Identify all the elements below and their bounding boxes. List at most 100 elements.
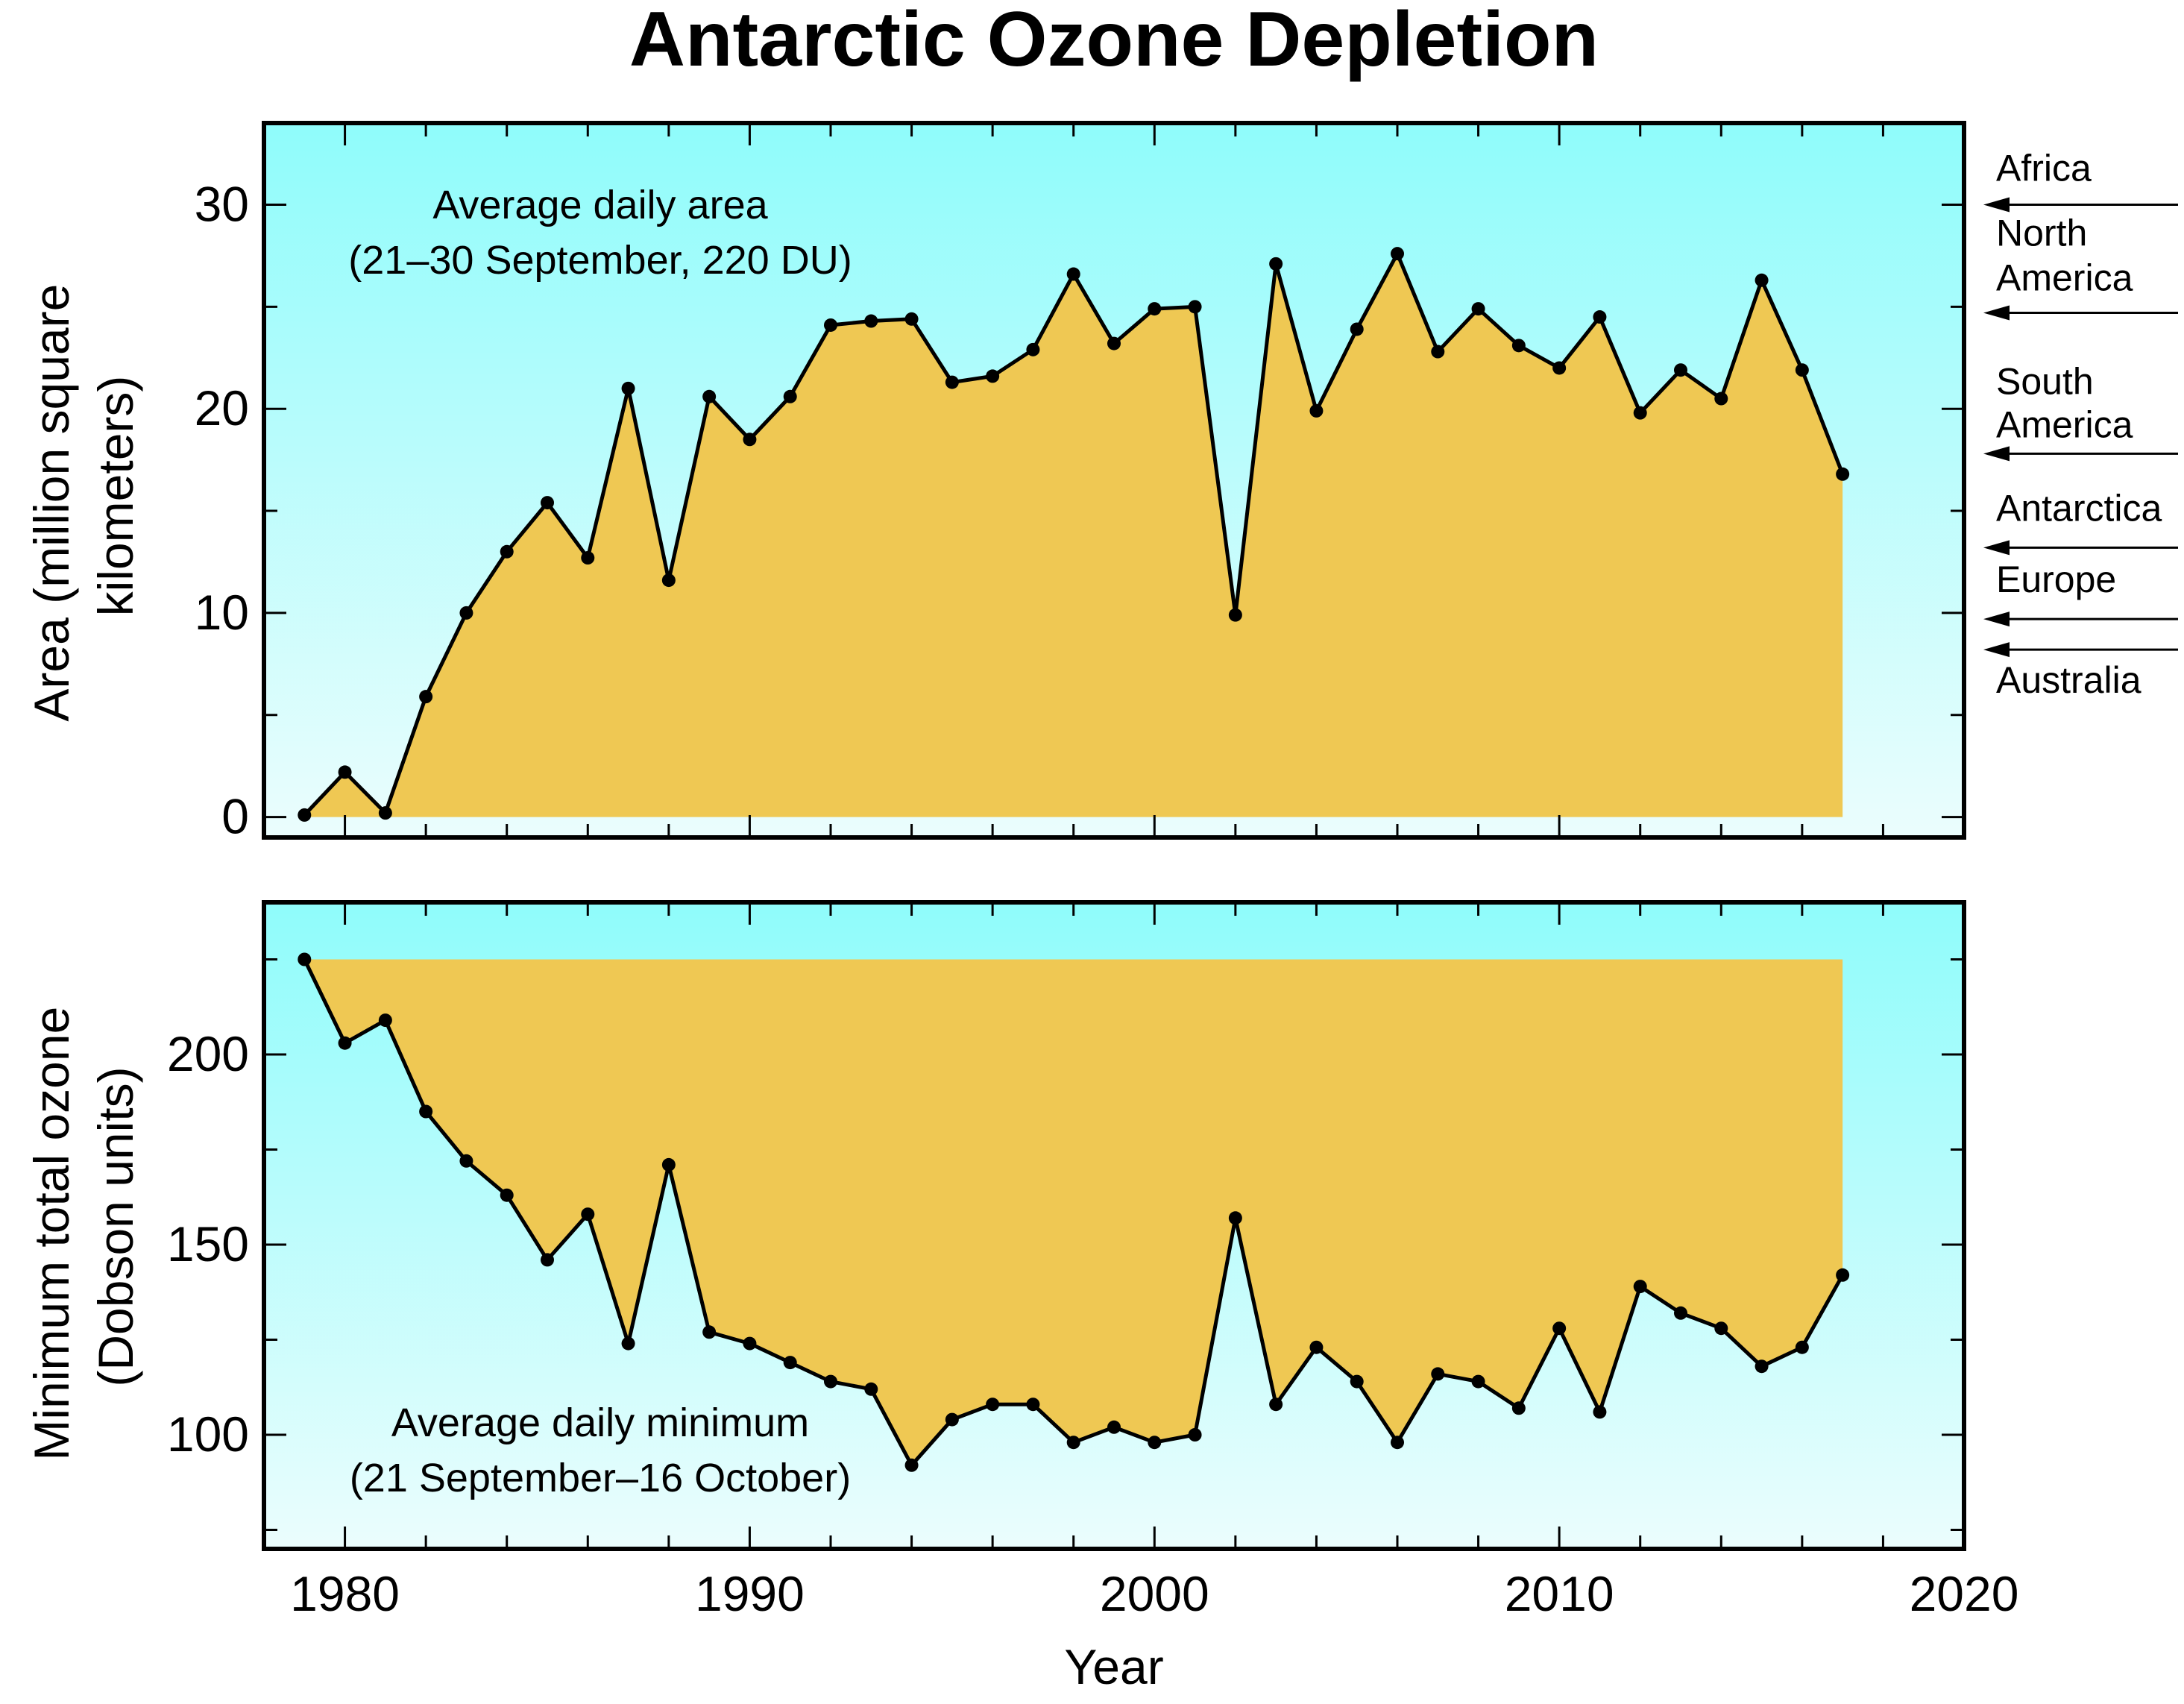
x-tick-label: 2010 <box>1505 1566 1614 1621</box>
ozone-point-1995 <box>945 1412 959 1427</box>
area-point-2000 <box>1148 302 1162 316</box>
ozone-panel: 100 150 200 1980 1990 2000 2010 2020 Average d… <box>24 900 2018 1694</box>
ozone-point-1992 <box>824 1374 837 1389</box>
area-y-axis-label-line2: kilometers) <box>88 376 143 617</box>
reference-label: America <box>1996 257 2133 299</box>
reference-label: America <box>1996 403 2133 445</box>
reference-arrow-head <box>1983 305 2010 321</box>
area-point-2017 <box>1836 467 1850 481</box>
area-point-1984 <box>500 544 514 559</box>
area-point-1990 <box>743 433 757 447</box>
area-point-2003 <box>1269 257 1283 271</box>
chart-title: Antarctic Ozone Depletion <box>629 0 1599 83</box>
ozone-point-1990 <box>743 1336 757 1351</box>
area-point-2001 <box>1188 300 1202 314</box>
ozone-point-1991 <box>783 1356 797 1370</box>
area-y-axis-label-line1: Area (million square <box>24 284 79 722</box>
area-y-axis-label: Area (million square kilometers) <box>24 270 143 721</box>
area-annotation-line1: Average daily area <box>432 183 768 227</box>
area-point-1983 <box>459 606 473 620</box>
area-point-1988 <box>661 573 676 588</box>
area-point-2010 <box>1552 361 1567 375</box>
ozone-point-2002 <box>1228 1211 1242 1225</box>
area-point-1995 <box>945 375 959 389</box>
area-annotation-line2: (21–30 September, 220 DU) <box>348 238 852 283</box>
area-point-1989 <box>702 389 717 403</box>
ozone-point-1998 <box>1066 1436 1080 1450</box>
ozone-point-1983 <box>459 1154 473 1168</box>
x-tick-label: 1980 <box>290 1566 400 1621</box>
area-point-2012 <box>1633 406 1647 420</box>
area-y-tick-label: 20 <box>195 380 249 436</box>
ozone-point-1984 <box>500 1188 514 1202</box>
ozone-point-2015 <box>1755 1359 1769 1374</box>
area-point-1994 <box>904 312 919 326</box>
ozone-point-1985 <box>541 1253 554 1267</box>
reference-europe: Europe <box>1983 559 2178 627</box>
ozone-point-2001 <box>1188 1428 1202 1442</box>
ozone-point-2017 <box>1836 1268 1850 1282</box>
ozone-y-axis-label-line1: Minimum total ozone <box>24 1007 79 1461</box>
area-point-2004 <box>1309 403 1324 418</box>
ozone-point-2010 <box>1552 1321 1567 1336</box>
ozone-point-1987 <box>621 1336 635 1351</box>
area-point-1979 <box>298 808 312 822</box>
ozone-y-tick-label: 200 <box>167 1026 249 1081</box>
area-point-1981 <box>378 806 392 820</box>
reference-label: Africa <box>1996 147 2092 189</box>
ozone-annotation-line2: (21 September–16 October) <box>350 1456 851 1500</box>
area-point-2015 <box>1755 273 1769 287</box>
area-y-tick-label: 0 <box>221 789 249 844</box>
reference-label: Europe <box>1996 559 2116 600</box>
area-point-2008 <box>1471 302 1485 316</box>
area-point-1993 <box>864 314 878 328</box>
reference-australia: Australia <box>1983 642 2178 701</box>
area-point-2002 <box>1228 608 1242 622</box>
x-tick-label: 1990 <box>695 1566 805 1621</box>
ozone-annotation-line1: Average daily minimum <box>391 1400 809 1445</box>
ozone-fill <box>304 959 1843 1465</box>
area-point-1992 <box>824 318 837 332</box>
ozone-point-1986 <box>581 1207 595 1222</box>
ozone-point-2006 <box>1391 1436 1404 1450</box>
area-point-1998 <box>1066 267 1080 281</box>
area-point-1999 <box>1107 336 1121 350</box>
ozone-y-axis-label-line2: (Dobson units) <box>88 1066 143 1386</box>
reference-antarctica: Antarctica <box>1983 487 2178 556</box>
ozone-point-2008 <box>1471 1374 1485 1389</box>
area-point-2014 <box>1714 392 1728 406</box>
ozone-panel-frame <box>262 900 1966 1551</box>
ozone-points <box>298 952 1850 1472</box>
ozone-point-1981 <box>378 1013 392 1028</box>
area-point-1996 <box>986 369 1000 383</box>
ozone-point-2013 <box>1674 1306 1687 1320</box>
ozone-point-1997 <box>1026 1398 1040 1412</box>
reference-label: South <box>1996 360 2094 402</box>
ozone-point-1988 <box>661 1157 676 1172</box>
x-axis-label: Year <box>1064 1639 1163 1694</box>
ozone-point-1994 <box>904 1458 919 1472</box>
x-tick-labels: 1980 1990 2000 2010 2020 <box>290 1566 2018 1621</box>
area-point-1991 <box>783 389 797 403</box>
ozone-point-2014 <box>1714 1321 1728 1336</box>
area-panel: 0 10 20 30 Average daily area (21–30 Septem… <box>24 121 2178 844</box>
ozone-y-tick-labels: 100 150 200 <box>167 1026 249 1462</box>
ozone-point-2007 <box>1431 1367 1445 1381</box>
area-point-1980 <box>338 765 352 779</box>
ozone-point-2003 <box>1269 1398 1283 1412</box>
reference-label: Australia <box>1996 659 2141 701</box>
area-point-2009 <box>1511 339 1526 353</box>
ozone-point-1993 <box>864 1382 878 1396</box>
ozone-y-tick-label: 100 <box>167 1406 249 1462</box>
ozone-point-2011 <box>1593 1405 1607 1419</box>
ozone-point-1999 <box>1107 1420 1121 1434</box>
area-point-2016 <box>1795 363 1809 377</box>
area-points <box>298 247 1850 822</box>
area-point-2007 <box>1431 345 1445 359</box>
area-panel-frame <box>262 121 1966 840</box>
reference-arrow-head <box>1983 540 2010 556</box>
reference-arrow-head <box>1983 197 2010 213</box>
